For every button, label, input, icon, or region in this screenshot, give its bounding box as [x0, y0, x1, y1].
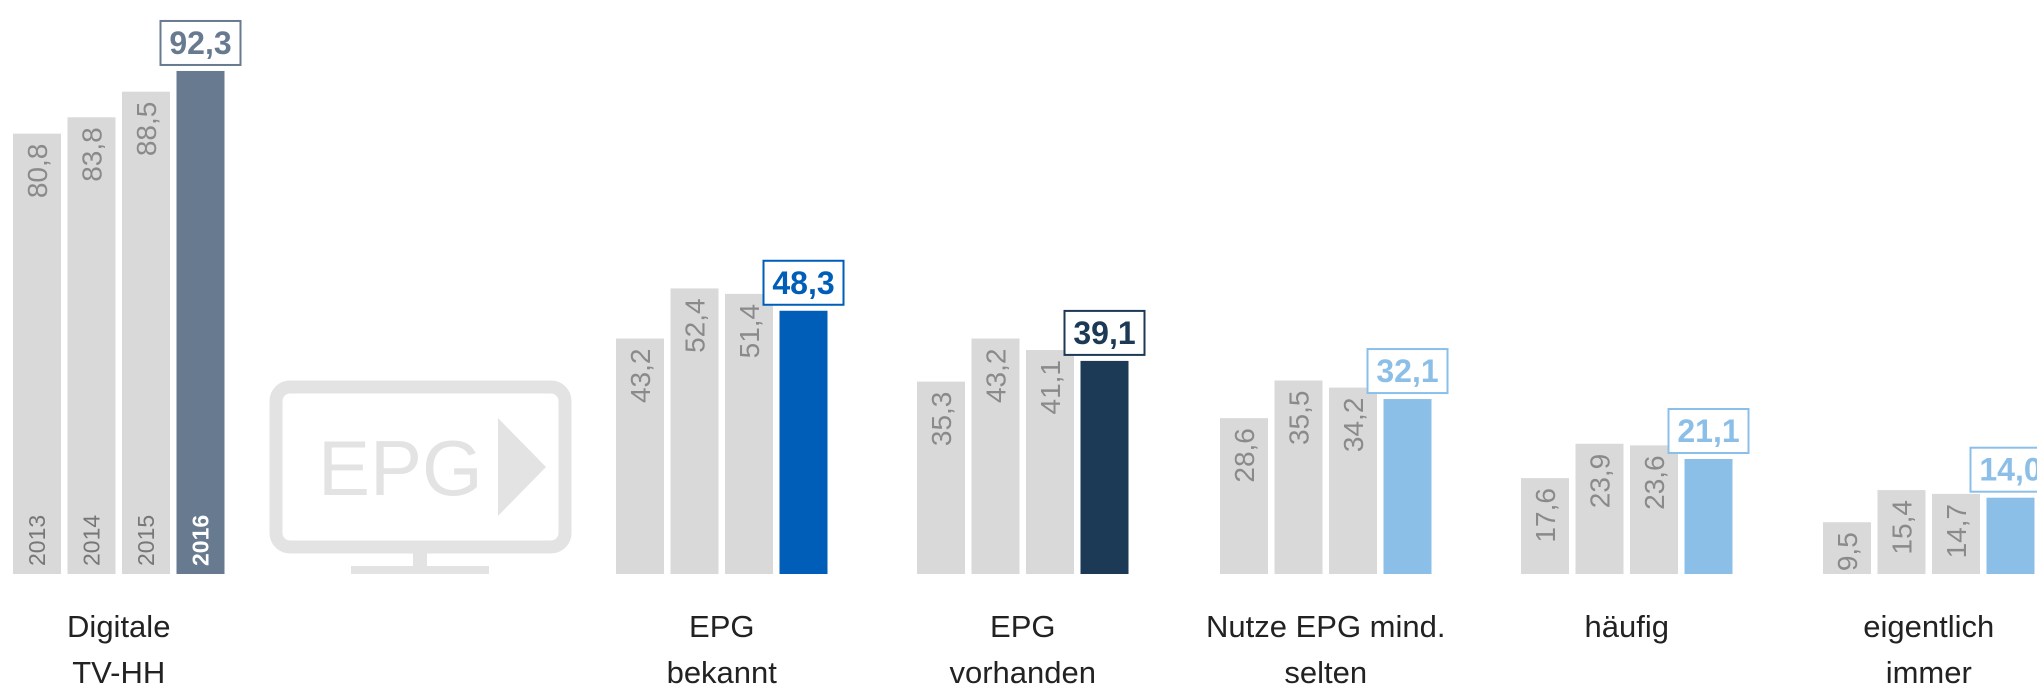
value-label: 92,3: [169, 25, 231, 61]
bar: [670, 288, 719, 574]
bar: [616, 338, 664, 574]
category-label: TV-HH: [72, 655, 165, 689]
category-label: immer: [1886, 655, 1972, 689]
value-label-box: [762, 259, 845, 306]
category-label: häufig: [1585, 609, 1669, 644]
bar: [1026, 350, 1074, 574]
bar: [1329, 387, 1377, 574]
value-label-box: [1063, 309, 1146, 356]
bar: [1274, 380, 1323, 574]
value-label-box: [159, 19, 242, 66]
bar: [1630, 445, 1678, 574]
category-label: Digitale: [67, 609, 170, 644]
value-label: 80,8: [22, 144, 53, 199]
value-label: 35,3: [926, 392, 957, 447]
value-label: 23,6: [1639, 455, 1670, 510]
category-label: bekannt: [667, 655, 778, 689]
value-label: 83,8: [77, 127, 108, 182]
bar: [67, 117, 116, 574]
value-label: 41,1: [1035, 360, 1066, 415]
bar: [1932, 493, 1980, 574]
play-arrow: [498, 418, 546, 516]
series-label: 2016: [188, 515, 214, 566]
bar: [13, 133, 61, 574]
bar: [1684, 459, 1733, 574]
series-label: 2015: [133, 515, 159, 566]
category-label: EPG: [689, 609, 754, 644]
category-label: EPG: [990, 609, 1055, 644]
value-label: 28,6: [1229, 428, 1260, 483]
value-label: 17,6: [1530, 488, 1561, 542]
category-label: selten: [1284, 655, 1367, 689]
bar: [1575, 443, 1624, 574]
category-label: eigentlich: [1863, 609, 1994, 644]
bar: [1521, 478, 1569, 574]
value-label: 51,4: [734, 304, 765, 359]
series-label: 2014: [79, 515, 105, 566]
value-label: 15,4: [1887, 500, 1918, 555]
value-label: 21,1: [1677, 413, 1739, 449]
bar: [122, 91, 170, 575]
value-label: 23,9: [1585, 454, 1616, 509]
value-label: 48,3: [772, 265, 834, 301]
icon-text: EPG: [318, 424, 483, 512]
value-label-box: [1667, 408, 1750, 455]
value-label: 88,5: [131, 102, 162, 157]
value-label: 39,1: [1073, 315, 1135, 351]
value-label-box: [1366, 348, 1449, 395]
bar: [971, 338, 1020, 574]
value-label: 35,5: [1284, 391, 1315, 446]
category-label: vorhanden: [949, 655, 1096, 689]
bar: [176, 70, 225, 574]
tv-base: [351, 566, 489, 574]
value-label: 32,1: [1376, 353, 1438, 389]
category-label: Nutze EPG mind.: [1206, 609, 1445, 644]
epg-icon: EPG: [269, 380, 572, 574]
value-label: 43,2: [625, 349, 656, 404]
bar: [917, 381, 965, 574]
bar: [1383, 399, 1432, 574]
bar: [1080, 360, 1129, 574]
value-label: 14,7: [1941, 504, 1972, 559]
tv-frame: [269, 380, 572, 554]
series-label: 2013: [24, 515, 50, 566]
tv-stand: [413, 553, 427, 569]
value-label: 43,2: [981, 349, 1012, 404]
value-label: 52,4: [680, 298, 711, 353]
bar: [725, 293, 773, 574]
bar: [779, 310, 828, 574]
bar: [1877, 490, 1926, 574]
value-label: 34,2: [1338, 398, 1369, 453]
value-label: 9,5: [1832, 532, 1863, 571]
bar: [1986, 497, 2035, 574]
bar: [1823, 522, 1871, 574]
bar: [1220, 418, 1268, 574]
value-label-box: [1969, 446, 2037, 493]
value-label: 14,0: [1979, 452, 2037, 488]
